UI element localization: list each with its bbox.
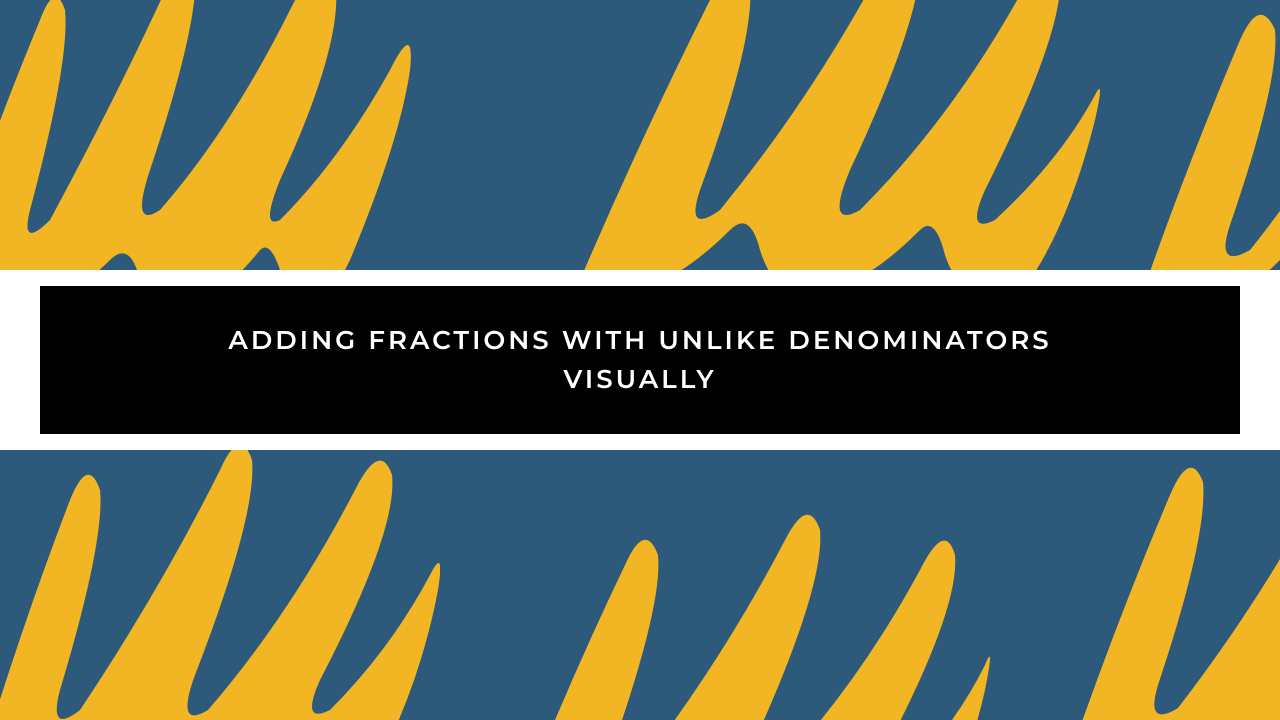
brush-stroke-icon — [1050, 450, 1280, 720]
bottom-decorative-panel — [0, 450, 1280, 720]
brush-stroke-icon — [0, 450, 440, 720]
title-band: ADDING FRACTIONS WITH UNLIKE DENOMINATOR… — [0, 270, 1280, 450]
title-box: ADDING FRACTIONS WITH UNLIKE DENOMINATOR… — [40, 286, 1240, 434]
brush-stroke-icon — [0, 0, 420, 270]
top-decorative-panel — [0, 0, 1280, 270]
brush-stroke-icon — [490, 490, 990, 720]
title-line-1: ADDING FRACTIONS WITH UNLIKE DENOMINATOR… — [100, 321, 1180, 360]
brush-stroke-icon — [1120, 0, 1280, 270]
brush-stroke-icon — [550, 0, 1100, 270]
title-line-2: VISUALLY — [100, 360, 1180, 399]
